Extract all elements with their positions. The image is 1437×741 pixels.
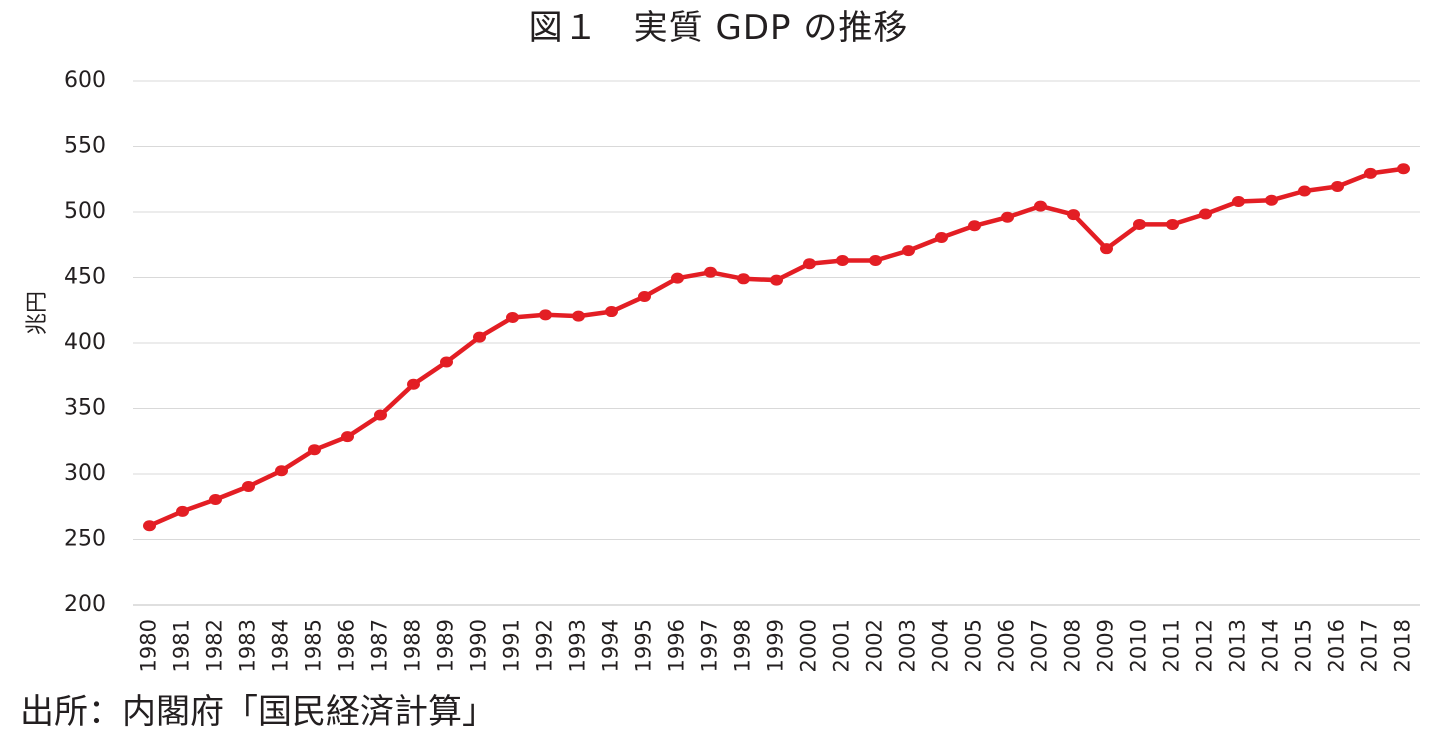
data-point (605, 306, 618, 318)
data-point (1331, 180, 1344, 192)
chart-title: 図１ 実質 GDP の推移 (528, 8, 909, 48)
y-tick-label: 500 (64, 199, 106, 224)
axes: 兆円 200 250 300 350 400 450 500 550 600 1980 1981 19… (25, 68, 1415, 672)
data-point (1364, 167, 1377, 179)
y-tick-label: 300 (64, 461, 106, 486)
x-tick-label: 2016 (1325, 619, 1349, 672)
x-tick-label: 1989 (434, 619, 458, 672)
x-tick-label: 2010 (1127, 619, 1151, 672)
data-point (1298, 185, 1311, 197)
data-point (1166, 218, 1179, 230)
y-tick-label: 600 (64, 68, 106, 93)
x-tick-label: 1995 (632, 619, 656, 672)
data-point (935, 232, 948, 244)
x-tick-label: 1993 (566, 619, 590, 672)
x-tick-label: 2004 (929, 619, 953, 672)
data-point (1133, 218, 1146, 230)
x-tick-label: 2001 (830, 619, 854, 672)
data-point (1001, 211, 1014, 223)
x-tick-label: 2003 (896, 619, 920, 672)
x-tick-label: 2014 (1259, 619, 1283, 672)
y-tick-label: 350 (64, 396, 106, 421)
source-note: 出所：内閣府「国民経済計算」 (20, 692, 496, 732)
x-tick-label: 1980 (137, 619, 161, 672)
x-tick-label: 1996 (665, 619, 689, 672)
x-tick-label: 2008 (1061, 619, 1085, 672)
y-tick-label: 400 (64, 330, 106, 355)
data-point (506, 311, 519, 323)
data-point (341, 431, 354, 443)
data-point (1034, 200, 1047, 212)
x-tick-label: 1986 (335, 619, 359, 672)
data-point (638, 290, 651, 302)
x-tick-label: 2012 (1193, 619, 1217, 672)
y-axis-label: 兆円 (25, 291, 50, 335)
data-point (1265, 194, 1278, 206)
data-point (770, 274, 783, 286)
data-point (737, 273, 750, 285)
y-tick-label: 200 (64, 592, 106, 617)
x-tick-label: 1987 (368, 619, 392, 672)
x-tick-label: 2015 (1292, 619, 1316, 672)
x-tick-label: 1998 (731, 619, 755, 672)
series-layer (143, 163, 1410, 532)
data-point (473, 331, 486, 343)
data-point (308, 444, 321, 456)
data-point (704, 266, 717, 278)
x-tick-label: 1994 (599, 619, 623, 672)
y-tick-label: 550 (64, 134, 106, 159)
x-tick-label: 1985 (302, 619, 326, 672)
x-tick-label: 1982 (203, 619, 227, 672)
x-tick-label: 1991 (500, 619, 524, 672)
gridlines (133, 80, 1420, 606)
x-tick-label: 1988 (401, 619, 425, 672)
data-point (1067, 209, 1080, 221)
x-tick-label: 1990 (467, 619, 491, 672)
data-point (1397, 163, 1410, 175)
x-tick-label: 2018 (1391, 619, 1415, 672)
data-point (902, 245, 915, 257)
data-point (1100, 243, 1113, 255)
data-point (869, 254, 882, 266)
data-point (1199, 208, 1212, 220)
x-tick-label: 1983 (236, 619, 260, 672)
data-point (143, 520, 156, 532)
data-point (803, 258, 816, 270)
x-tick-label: 2007 (1028, 619, 1052, 672)
data-point (671, 272, 684, 284)
data-point (836, 254, 849, 266)
x-tick-label: 2013 (1226, 619, 1250, 672)
x-tick-label: 2009 (1094, 619, 1118, 672)
x-tick-label: 2002 (863, 619, 887, 672)
x-tick-label: 1992 (533, 619, 557, 672)
y-tick-label: 450 (64, 265, 106, 290)
data-point (407, 378, 420, 390)
x-tick-label: 2011 (1160, 619, 1184, 672)
y-tick-label: 250 (64, 527, 106, 552)
data-point (440, 356, 453, 368)
data-point (539, 309, 552, 321)
x-tick-label: 2000 (797, 619, 821, 672)
x-tick-label: 1984 (269, 619, 293, 672)
x-tick-label: 2005 (962, 619, 986, 672)
data-point (275, 465, 288, 477)
data-point (374, 409, 387, 421)
data-point (968, 220, 981, 232)
data-point (1232, 196, 1245, 208)
data-point (176, 505, 189, 517)
data-point (242, 480, 255, 492)
data-point (209, 494, 222, 506)
x-tick-label: 1997 (698, 619, 722, 672)
x-tick-label: 2006 (995, 619, 1019, 672)
series-line (147, 166, 1406, 528)
x-tick-label: 1999 (764, 619, 788, 672)
data-point (572, 310, 585, 322)
x-tick-label: 1981 (170, 619, 194, 672)
x-tick-label: 2017 (1358, 619, 1382, 672)
